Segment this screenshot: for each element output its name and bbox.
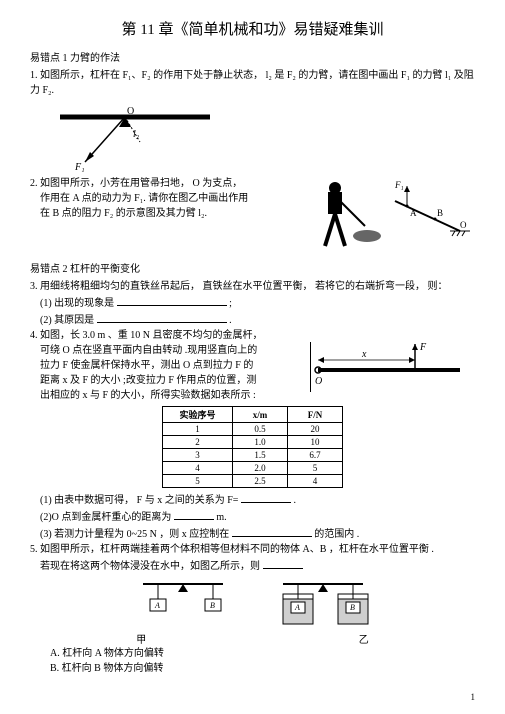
- q2-line3: 在 B 点的阻力 F₂ 的示意图及其力臂 l₂.: [30, 206, 295, 221]
- q4-blank-d[interactable]: [174, 508, 214, 520]
- table-cell: 1: [163, 423, 233, 436]
- fig5-caption-a: 甲: [136, 631, 146, 646]
- q4-l2: 可绕 O 点在竖直平面内自由转动 .现用竖直向上的: [30, 343, 310, 358]
- svg-text:A: A: [410, 208, 417, 218]
- table-cell: 2: [163, 436, 233, 449]
- q4-l1: 4. 如图，长 3.0 m 、重 10 N 且密度不均匀的金属杆，: [30, 328, 310, 343]
- q5-blank[interactable]: [263, 557, 303, 569]
- svg-text:A: A: [294, 603, 300, 612]
- svg-text:O: O: [127, 106, 134, 117]
- svg-text:B: B: [210, 601, 215, 610]
- table-cell: 4: [288, 475, 343, 488]
- q5-optA: A. 杠杆向 A 物体方向偏转: [30, 646, 475, 661]
- q3-a-end: ;: [229, 298, 232, 309]
- table-cell: 5: [288, 462, 343, 475]
- table-cell: 2.5: [233, 475, 288, 488]
- svg-text:O: O: [315, 376, 322, 387]
- table-cell: 10: [288, 436, 343, 449]
- q1-text: 1. 如图所示，杠杆在 F₁、F₂ 的作用下处于静止状态， l₂ 是 F₂ 的力…: [30, 68, 475, 98]
- svg-text:A: A: [154, 601, 160, 610]
- svg-text:B: B: [350, 603, 355, 612]
- table-cell: 3: [163, 449, 233, 462]
- q5-optB: B. 杠杆向 B 物体方向偏转: [30, 661, 475, 676]
- fig2: F₁ A B O: [295, 176, 475, 256]
- page-number: 1: [471, 692, 476, 702]
- table-cell: 20: [288, 423, 343, 436]
- q5-l2: 若现在将这两个物体浸没在水中，如图乙所示，则: [40, 561, 260, 572]
- q4-blank-F[interactable]: [241, 491, 291, 503]
- q3-b-end: .: [229, 315, 232, 326]
- svg-text:x: x: [361, 349, 367, 360]
- table-cell: 5: [163, 475, 233, 488]
- fig1: O F₁ l₂: [30, 102, 475, 172]
- q4-p1a: (1) 由表中数据可得， F 与 x 之间的关系为 F=: [40, 495, 238, 506]
- table-cell: 2.0: [233, 462, 288, 475]
- q4-p3a: (3) 若测力计量程为 0~25 N ，则 x 应控制在: [40, 529, 229, 540]
- q4-p2b: m.: [216, 512, 226, 523]
- svg-text:B: B: [437, 208, 443, 218]
- svg-text:l₂: l₂: [133, 129, 140, 140]
- svg-text:O: O: [460, 220, 467, 230]
- q4-l5: 出相应的 x 与 F 的大小，所得实验数据如表所示 :: [30, 388, 310, 403]
- q4-th-2: F/N: [288, 407, 343, 423]
- svg-text:F₁: F₁: [394, 180, 404, 190]
- q3-blank2[interactable]: [97, 311, 227, 323]
- fig4: F x O: [310, 328, 475, 392]
- q4-th-1: x/m: [233, 407, 288, 423]
- q4-blank-range[interactable]: [232, 525, 312, 537]
- table-cell: 1.5: [233, 449, 288, 462]
- table-cell: 6.7: [288, 449, 343, 462]
- table-cell: 4: [163, 462, 233, 475]
- q4-table: 实验序号 x/m F/N 10.520 21.010 31.56.7 42.05 52.…: [162, 406, 343, 488]
- svg-text:F₁: F₁: [74, 162, 85, 172]
- q3-stem: 3. 用细线将粗细均匀的直铁丝吊起后， 直铁丝在水平位置平衡， 若将它的右端折弯…: [30, 279, 475, 294]
- q4-l4: 距离 x 及 F 的大小 ;改变拉力 F 作用点的位置，测: [30, 373, 310, 388]
- page-title: 第 11 章《简单机械和功》易错疑难集训: [30, 18, 475, 39]
- table-cell: 0.5: [233, 423, 288, 436]
- q4-p3b: 的范围内 .: [314, 529, 359, 540]
- q2-line1: 2. 如图甲所示，小芳在用管帚扫地， O 为支点，: [30, 176, 295, 191]
- q3-a: (1) 出现的现象是: [40, 298, 114, 309]
- fig5-caption-b: 乙: [359, 631, 369, 646]
- q4-p2a: (2)O 点到金属杆重心的距离为: [40, 512, 171, 523]
- table-cell: 1.0: [233, 436, 288, 449]
- q4-th-0: 实验序号: [163, 407, 233, 423]
- fig5: A B A B: [30, 574, 475, 629]
- section1-head: 易错点 1 力臂的作法: [30, 51, 475, 66]
- q3-b: (2) 其原因是: [40, 315, 94, 326]
- q5-l1: 5. 如图甲所示，杠杆两端挂着两个体积相等但材料不同的物体 A、B ，杠杆在水平…: [30, 542, 475, 557]
- q3-blank1[interactable]: [117, 294, 227, 306]
- q2-line2: 作用在 A 点的动力为 F₁. 请你在图乙中画出作用: [30, 191, 295, 206]
- section2-head: 易错点 2 杠杆的平衡变化: [30, 262, 475, 277]
- q4-l3: 拉力 F 使金属杆保持水平，测出 O 点到拉力 F 的: [30, 358, 310, 373]
- q4-p1b: .: [293, 495, 296, 506]
- svg-text:F: F: [419, 342, 427, 353]
